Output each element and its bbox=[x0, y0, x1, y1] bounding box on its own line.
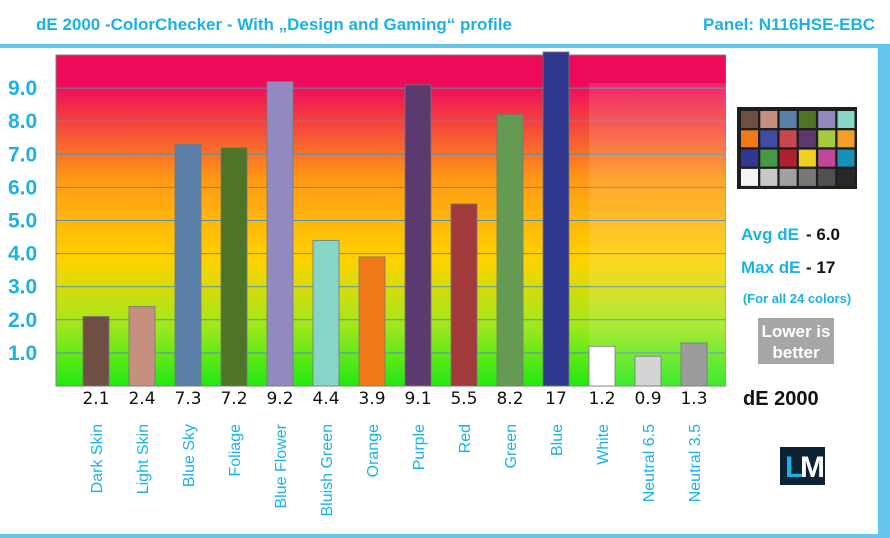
y-axis-ticks: 1.0 2.0 3.0 4.0 5.0 6.0 7.0 8.0 9.0 bbox=[8, 77, 37, 365]
category-label: Neutral 6.5 bbox=[641, 424, 658, 502]
right-rule bbox=[878, 44, 890, 538]
checker-swatch bbox=[838, 150, 855, 167]
checker-swatch bbox=[760, 150, 777, 167]
y-tick-label: 3.0 bbox=[8, 276, 37, 299]
value-label: 1.2 bbox=[588, 389, 615, 409]
value-label: 8.2 bbox=[496, 389, 523, 409]
y-tick-label: 8.0 bbox=[8, 110, 37, 133]
category-label: Neutral 3.5 bbox=[687, 424, 704, 502]
bar-neutral-6-5 bbox=[635, 356, 661, 386]
checker-swatch bbox=[818, 130, 835, 147]
bar-blue bbox=[543, 52, 569, 386]
category-label: Purple bbox=[411, 424, 428, 470]
checker-swatch bbox=[741, 150, 758, 167]
bar-light-skin bbox=[129, 307, 155, 386]
checker-swatch bbox=[818, 169, 835, 186]
value-label: 0.9 bbox=[634, 389, 661, 409]
bar-white bbox=[589, 346, 615, 386]
logo-letter-m: M bbox=[800, 451, 825, 484]
value-label: 7.2 bbox=[220, 389, 247, 409]
bottom-rule bbox=[0, 534, 890, 538]
checker-swatch bbox=[838, 130, 855, 147]
avg-de-label: Avg dE bbox=[741, 225, 799, 244]
category-label: Dark Skin bbox=[89, 424, 106, 493]
category-label: White bbox=[595, 424, 612, 465]
bar-blue-flower bbox=[267, 81, 293, 386]
bar-dark-skin bbox=[83, 316, 109, 386]
value-label: 9.1 bbox=[404, 389, 431, 409]
y-tick-label: 6.0 bbox=[8, 176, 37, 199]
category-label: Red bbox=[457, 424, 474, 453]
category-label: Blue Sky bbox=[181, 424, 198, 487]
panel-label: Panel: N116HSE-EBC bbox=[703, 15, 875, 34]
checker-swatch bbox=[799, 130, 816, 147]
chart-title: dE 2000 -ColorChecker - With „Design and… bbox=[36, 15, 512, 34]
checker-swatch bbox=[838, 169, 855, 186]
value-label: 5.5 bbox=[450, 389, 477, 409]
value-label: 7.3 bbox=[174, 389, 201, 409]
laptopmedia-logo: L M bbox=[780, 447, 825, 485]
all-colors-note: (For all 24 colors) bbox=[743, 291, 851, 306]
bar-green bbox=[497, 115, 523, 386]
category-label: Light Skin bbox=[135, 424, 152, 494]
neutral-zone bbox=[589, 83, 726, 386]
category-label: Blue bbox=[549, 424, 566, 456]
checker-swatch bbox=[799, 150, 816, 167]
checker-swatch bbox=[780, 130, 797, 147]
value-label: 1.3 bbox=[680, 389, 707, 409]
category-labels: Dark Skin Light Skin Blue Sky Foliage Blue F… bbox=[89, 423, 704, 516]
checker-swatch bbox=[741, 169, 758, 186]
checker-swatch bbox=[760, 130, 777, 147]
chart-canvas: dE 2000 -ColorChecker - With „Design and… bbox=[0, 0, 890, 538]
bar-neutral-3-5 bbox=[681, 343, 707, 386]
value-label: 2.1 bbox=[82, 389, 109, 409]
value-label: 9.2 bbox=[266, 389, 293, 409]
checker-swatch bbox=[799, 169, 816, 186]
checker-swatch bbox=[741, 130, 758, 147]
lower-is-better-line2: better bbox=[772, 343, 820, 362]
y-tick-label: 4.0 bbox=[8, 243, 37, 266]
bar-blue-sky bbox=[175, 144, 201, 386]
bar-red bbox=[451, 204, 477, 386]
avg-de-value: - 6.0 bbox=[806, 225, 840, 244]
bar-purple bbox=[405, 85, 431, 386]
y-tick-label: 9.0 bbox=[8, 77, 37, 100]
value-label: 4.4 bbox=[312, 389, 339, 409]
checker-swatch bbox=[780, 169, 797, 186]
value-label: 3.9 bbox=[358, 389, 385, 409]
checker-swatch bbox=[818, 150, 835, 167]
category-label: Green bbox=[503, 424, 520, 468]
category-label: Orange bbox=[365, 424, 382, 477]
chart-stage: dE 2000 -ColorChecker - With „Design and… bbox=[0, 0, 890, 538]
checker-swatch bbox=[780, 150, 797, 167]
bar-foliage bbox=[221, 148, 247, 386]
value-labels: 2.1 2.4 7.3 7.2 9.2 4.4 3.9 9.1 5.5 8.2 17 1.2 0.9 1.… bbox=[82, 389, 707, 409]
checker-swatch bbox=[818, 111, 835, 128]
checker-swatch bbox=[799, 111, 816, 128]
category-label: Blue Flower bbox=[273, 423, 290, 508]
metric-label: dE 2000 bbox=[743, 388, 819, 410]
value-label: 17 bbox=[545, 389, 567, 409]
colorchecker-image bbox=[737, 107, 857, 189]
value-label: 2.4 bbox=[128, 389, 155, 409]
checker-swatch bbox=[741, 111, 758, 128]
max-de-label: Max dE bbox=[741, 258, 801, 277]
lower-is-better-line1: Lower is bbox=[762, 322, 831, 341]
bar-bluish-green bbox=[313, 240, 339, 386]
category-label: Foliage bbox=[227, 424, 244, 477]
checker-swatch bbox=[760, 169, 777, 186]
y-tick-label: 5.0 bbox=[8, 210, 37, 233]
y-tick-label: 1.0 bbox=[8, 342, 37, 365]
top-rule bbox=[0, 44, 890, 48]
checker-swatch bbox=[838, 111, 855, 128]
bar-orange bbox=[359, 257, 385, 386]
checker-swatch bbox=[780, 111, 797, 128]
max-de-value: - 17 bbox=[806, 258, 835, 277]
y-tick-label: 7.0 bbox=[8, 143, 37, 166]
checker-swatch bbox=[760, 111, 777, 128]
category-label: Bluish Green bbox=[319, 424, 336, 517]
y-tick-label: 2.0 bbox=[8, 309, 37, 332]
